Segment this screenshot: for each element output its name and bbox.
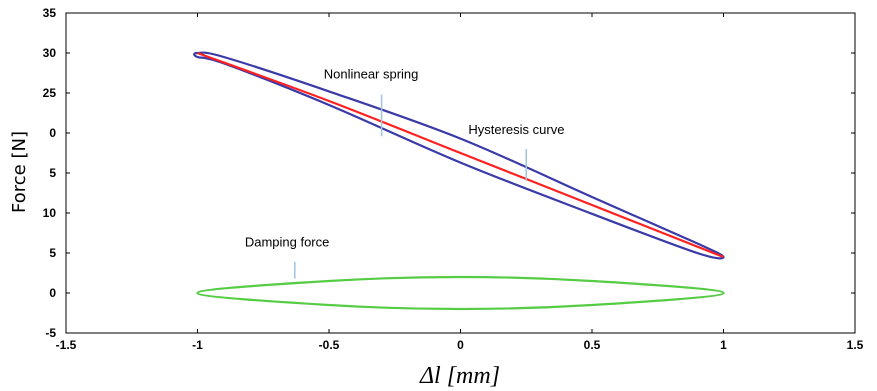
annotation-label: Hysteresis curve [468, 122, 564, 137]
y-tick-label: 0 [49, 126, 56, 140]
y-tick-label: 10 [43, 206, 57, 220]
x-tick-label: 0 [457, 338, 464, 352]
y-tick-label: 25 [43, 86, 57, 100]
x-tick-label: 1 [720, 338, 727, 352]
y-tick-label: 30 [43, 46, 57, 60]
y-axis: -5 0 5 10 5 0 25 30 35 [43, 6, 855, 340]
y-tick-label: 0 [49, 286, 56, 300]
annotation-label: Damping force [245, 235, 330, 250]
nonlinear-spring-line [197, 51, 724, 259]
plot-area [193, 51, 725, 311]
x-axis-label: Δl [mm] [419, 363, 500, 389]
x-tick-label: -1 [192, 338, 203, 352]
annotations: Nonlinear spring Hysteresis curve Damping … [245, 67, 564, 279]
damping-force-line [196, 275, 725, 311]
y-tick-label: 5 [49, 246, 56, 260]
hysteresis-curve-line [193, 51, 725, 260]
plot-frame [65, 12, 856, 334]
y-axis-label: Force [N] [9, 131, 30, 213]
x-axis: -1.5 -1 -0.5 0 0.5 1 1.5 [56, 13, 864, 352]
x-tick-label: 0.5 [584, 338, 601, 352]
x-tick-label: 1.5 [847, 338, 864, 352]
y-tick-label: 5 [49, 166, 56, 180]
y-tick-label: 35 [43, 6, 57, 20]
x-tick-label: -0.5 [319, 338, 340, 352]
y-tick-label: -5 [45, 326, 56, 340]
annotation-label: Nonlinear spring [324, 67, 419, 82]
x-tick-label: -1.5 [56, 338, 77, 352]
